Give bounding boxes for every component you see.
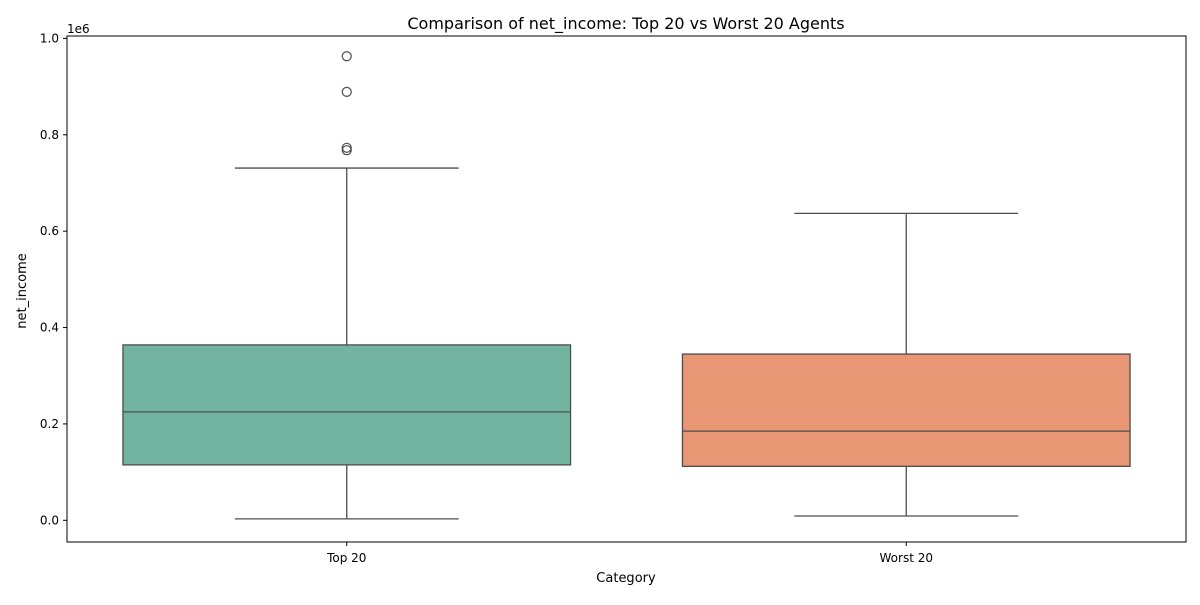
box-top-20 xyxy=(122,344,572,466)
chart-title: Comparison of net_income: Top 20 vs Wors… xyxy=(407,14,844,34)
plot-area: 0.0 0.2 0.4 0.6 0.8 1.0 Top 20 Worst 20 xyxy=(40,31,1187,565)
x-tick-label: Top 20 xyxy=(326,551,366,565)
x-tick-label: Worst 20 xyxy=(880,551,933,565)
y-tick-label: 0.4 xyxy=(40,321,59,335)
outlier-point-top-20 xyxy=(341,145,352,156)
y-tick-label: 0.6 xyxy=(40,224,59,238)
y-tick-label: 0.2 xyxy=(40,417,59,431)
outlier-point-top-20 xyxy=(341,51,352,62)
y-tick-label: 1.0 xyxy=(40,31,59,45)
y-tick-label: 0.8 xyxy=(40,128,59,142)
x-axis-label: Category xyxy=(596,571,656,586)
outlier-point-top-20 xyxy=(341,142,352,153)
plot-frame xyxy=(66,35,1187,543)
outlier-point-top-20 xyxy=(341,86,352,98)
y-tick-label: 0.0 xyxy=(40,513,59,527)
box-worst-20 xyxy=(681,353,1131,467)
y-axis-label: net_income xyxy=(15,253,30,328)
y-offset-label: 1e6 xyxy=(67,22,90,36)
